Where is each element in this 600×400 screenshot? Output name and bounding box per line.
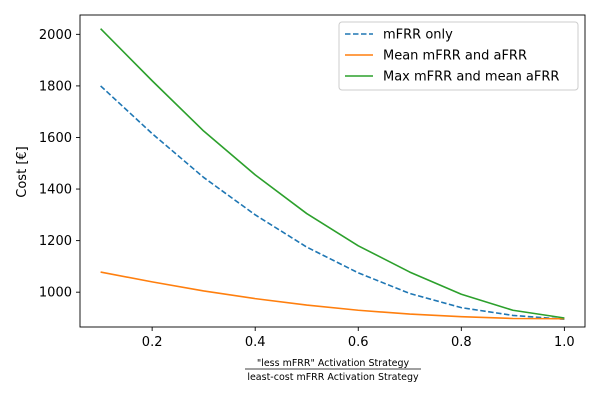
legend-label-2: Max mFRR and mean aFRR [383, 70, 559, 85]
x-tick-label: 1.0 [554, 335, 575, 350]
y-axis: 1000 1200 1400 1600 1800 2000 [39, 28, 80, 301]
y-tick-label: 1600 [39, 131, 72, 146]
y-tick-label: 1400 [39, 183, 72, 198]
legend-label-1: Mean mFRR and aFRR [383, 49, 527, 64]
x-axis-label: "less mFRR" Activation Strategy least-co… [245, 358, 421, 383]
y-tick-label: 1800 [39, 79, 72, 94]
legend-box [338, 21, 579, 91]
x-axis: 0.2 0.4 0.6 0.8 1.0 [142, 327, 575, 350]
x-tick-label: 0.6 [348, 335, 369, 350]
x-tick-label: 0.8 [451, 335, 472, 350]
y-tick-label: 2000 [39, 28, 72, 43]
y-tick-label: 1200 [39, 234, 72, 249]
plot-frame [79, 14, 586, 328]
y-axis-label: Cost [€] [15, 146, 30, 197]
y-tick-label: 1000 [39, 286, 72, 301]
x-tick-label: 0.2 [142, 335, 163, 350]
series-line-0 [100, 85, 565, 321]
x-axis-label-numerator: "less mFRR" Activation Strategy [257, 358, 410, 369]
legend-label-0: mFRR only [383, 28, 453, 43]
plot-area [79, 14, 586, 328]
x-axis-label-denominator: least-cost mFRR Activation Strategy [247, 372, 419, 383]
series-line-1 [100, 271, 565, 320]
x-tick-label: 0.4 [245, 335, 266, 350]
series-line-2 [100, 28, 565, 319]
legend: mFRR only Mean mFRR and aFRR Max mFRR and … [338, 21, 579, 91]
